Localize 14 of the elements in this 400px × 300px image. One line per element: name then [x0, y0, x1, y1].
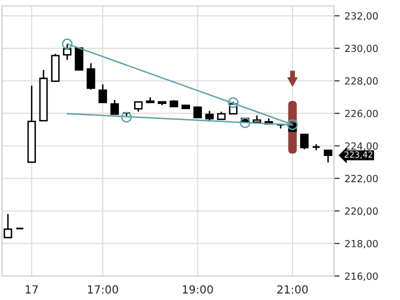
y-tick-label: 224,00 [345, 142, 378, 151]
y-tick-label: 218,00 [345, 240, 378, 248]
y-tick-label: 232,00 [345, 12, 378, 21]
x-tick-label: 17:00 [88, 285, 118, 294]
y-tick-label: 220,00 [345, 207, 378, 216]
x-tick-label: 17 [26, 285, 38, 294]
y-tick-label: 222,00 [345, 174, 378, 184]
y-tick-label: 228,00 [345, 77, 378, 86]
x-tick-label: 21:00 [277, 285, 308, 294]
text: 223,42 [344, 151, 372, 159]
y-tick-label: 226,00 [345, 110, 378, 118]
y-tick-label: 230,00 [345, 44, 378, 54]
x-tick-label: 19:00 [182, 285, 213, 294]
y-tick-label: 216,00 [345, 272, 378, 281]
